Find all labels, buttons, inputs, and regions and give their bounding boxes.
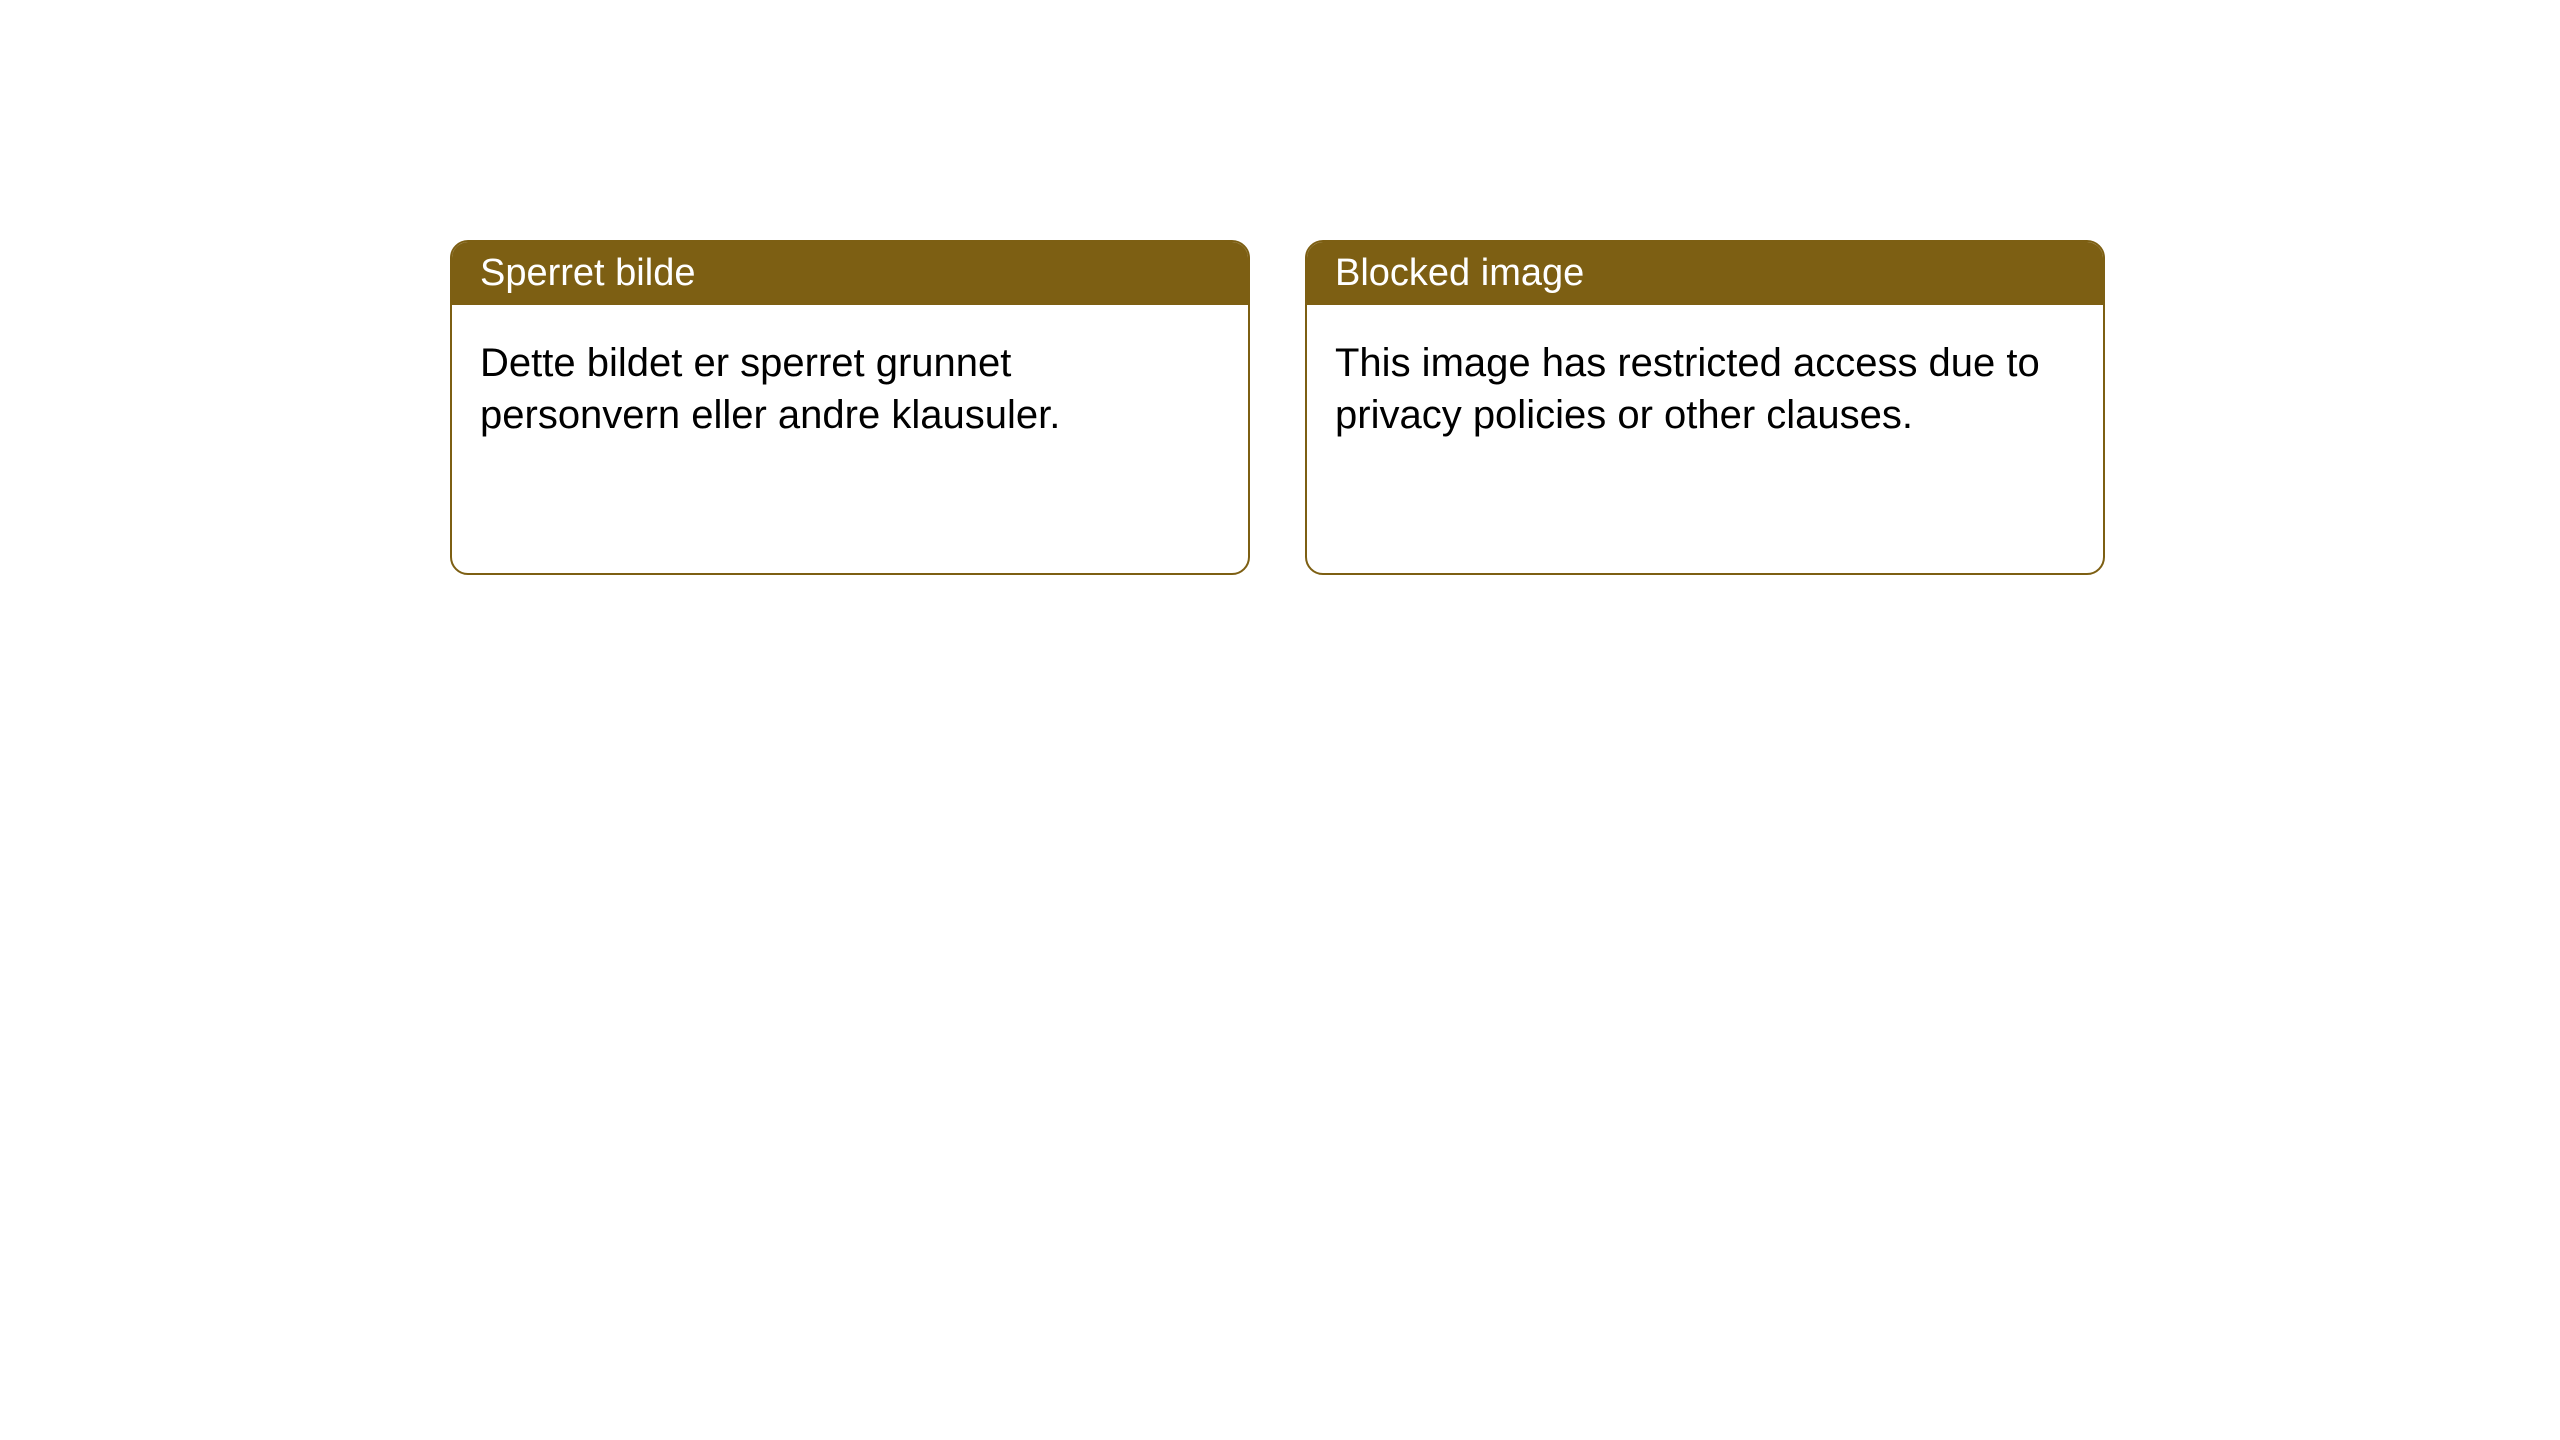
notice-card-norwegian: Sperret bilde Dette bildet er sperret gr…: [450, 240, 1250, 575]
notice-body: This image has restricted access due to …: [1307, 305, 2103, 473]
notice-message: Dette bildet er sperret grunnet personve…: [480, 341, 1060, 437]
notice-header: Blocked image: [1307, 242, 2103, 305]
notice-message: This image has restricted access due to …: [1335, 341, 2040, 437]
notice-header: Sperret bilde: [452, 242, 1248, 305]
notice-title: Sperret bilde: [480, 252, 695, 294]
notice-title: Blocked image: [1335, 252, 1584, 294]
notice-body: Dette bildet er sperret grunnet personve…: [452, 305, 1248, 473]
notice-container: Sperret bilde Dette bildet er sperret gr…: [450, 240, 2105, 575]
notice-card-english: Blocked image This image has restricted …: [1305, 240, 2105, 575]
